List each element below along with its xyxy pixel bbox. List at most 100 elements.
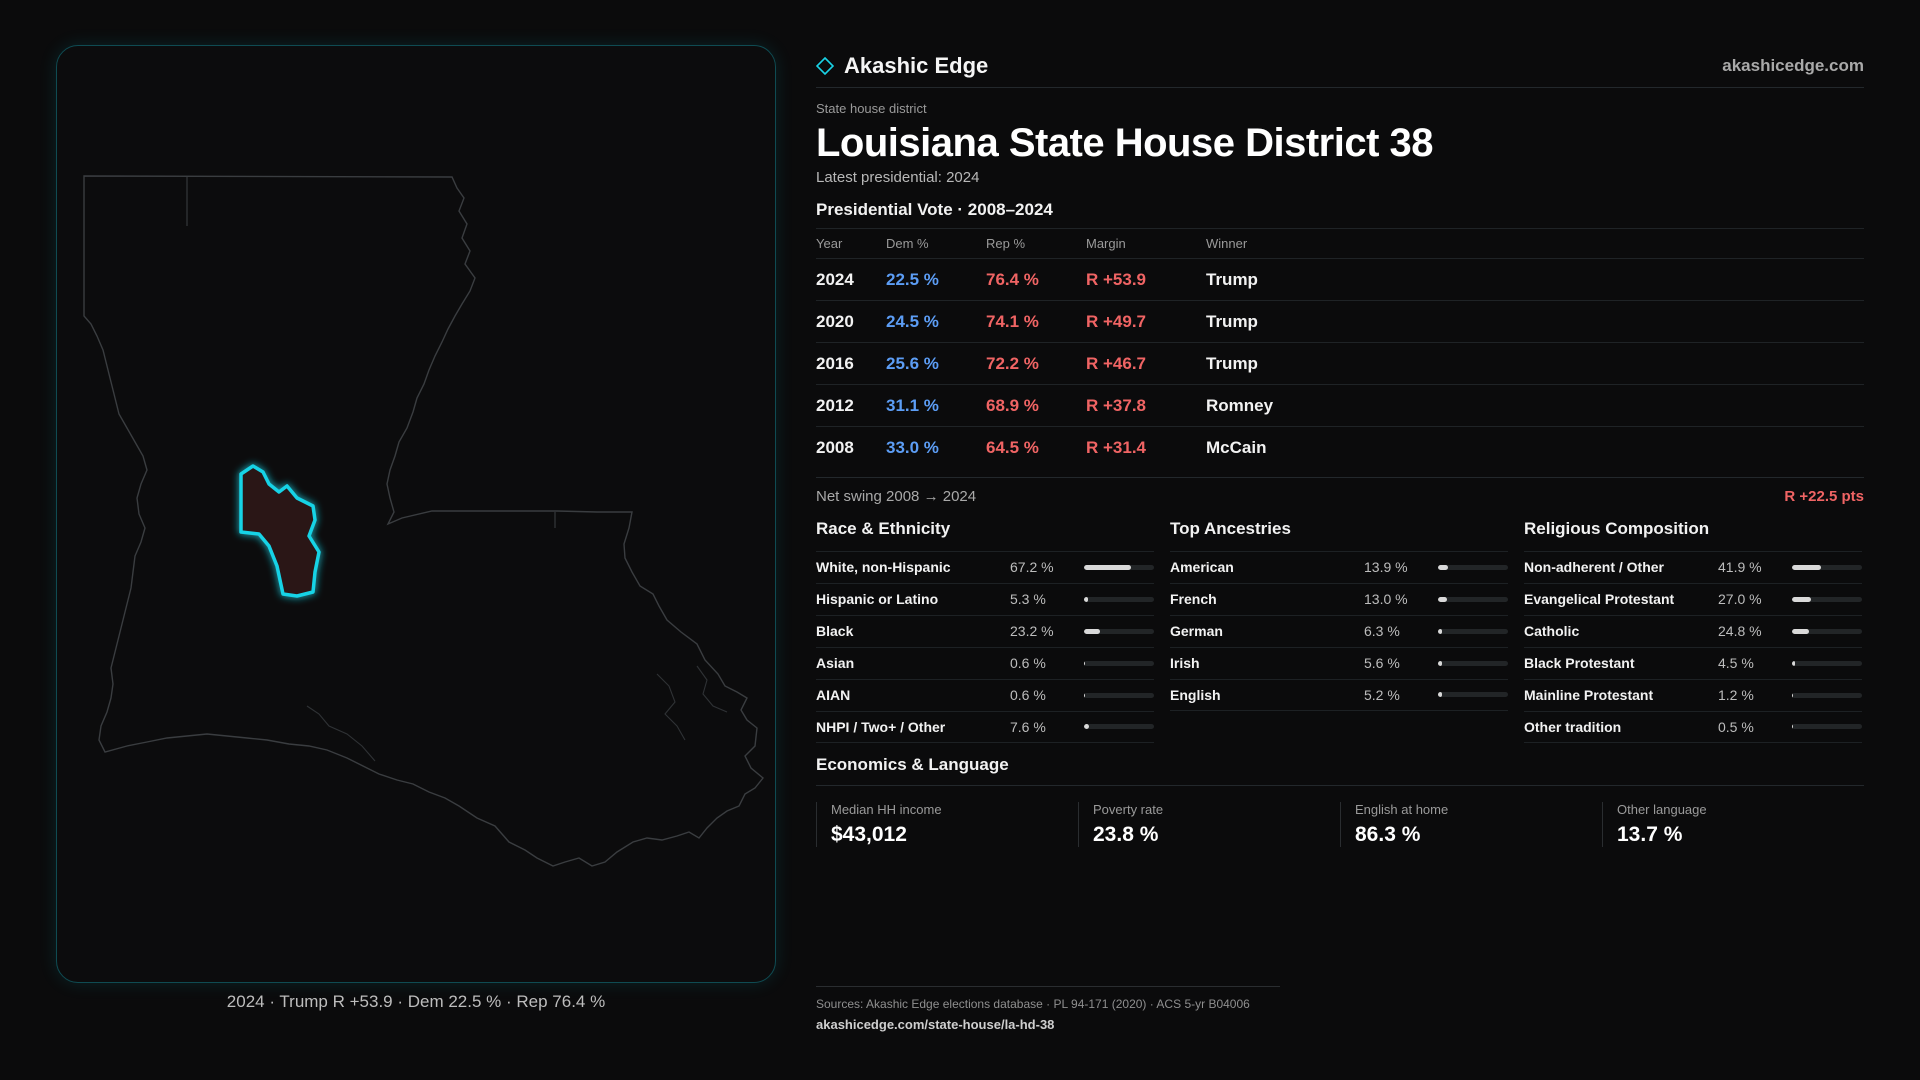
item-bar xyxy=(1438,596,1508,602)
economics-title: Economics & Language xyxy=(816,755,1864,786)
stat-card-income: Median HH income $43,012 xyxy=(816,801,1078,847)
list-item: White, non-Hispanic 67.2 % xyxy=(816,550,1154,583)
item-label: English xyxy=(1170,686,1221,703)
item-bar xyxy=(1792,692,1862,698)
diamond-logo-icon xyxy=(816,56,834,75)
cell-winner: McCain xyxy=(1206,426,1864,469)
sources-text: Sources: Akashic Edge elections database… xyxy=(816,997,1250,1011)
stat-value: 23.8 % xyxy=(1093,822,1159,846)
cell-winner: Trump xyxy=(1206,258,1864,301)
item-label: Black xyxy=(816,623,854,639)
cell-margin: R +31.4 xyxy=(1086,426,1206,469)
cell-rep: 64.5 % xyxy=(986,426,1086,469)
item-bar xyxy=(1792,564,1862,570)
list-item: Black Protestant 4.5 % xyxy=(1524,646,1862,679)
list-item: AIAN 0.6 % xyxy=(816,678,1154,711)
item-bar xyxy=(1438,660,1508,666)
item-bar-fill xyxy=(1084,564,1132,570)
item-bar-fill xyxy=(1792,692,1794,698)
list-item: Evangelical Protestant 27.0 % xyxy=(1524,582,1862,615)
item-value: 23.2 % xyxy=(1010,623,1054,639)
item-label: French xyxy=(1170,591,1217,607)
ancestries-title: Top Ancestries xyxy=(1170,518,1291,538)
column-header-winner: Winner xyxy=(1206,236,1248,251)
item-bar-fill xyxy=(1438,564,1448,570)
list-item: German 6.3 % xyxy=(1170,614,1508,647)
race-ethnicity-title: Race & Ethnicity xyxy=(816,518,951,538)
table-row: 2012 31.1 % 68.9 % R +37.8 Romney xyxy=(816,384,1864,427)
louisiana-map[interactable] xyxy=(57,46,776,983)
stat-card-poverty: Poverty rate 23.8 % xyxy=(1078,801,1340,847)
item-value: 0.5 % xyxy=(1718,718,1754,735)
item-label: Asian xyxy=(816,655,855,671)
item-bar xyxy=(1084,596,1154,602)
list-item: American 13.9 % xyxy=(1170,550,1508,583)
item-label: Irish xyxy=(1170,655,1200,671)
presidential-vote-table: Year Dem % Rep % Margin Winner 2024 22.5… xyxy=(816,228,1864,469)
item-value: 27.0 % xyxy=(1718,591,1762,607)
item-value: 6.3 % xyxy=(1364,623,1400,639)
item-bar-fill xyxy=(1084,596,1088,602)
stat-label: English at home xyxy=(1355,801,1449,817)
cell-winner: Trump xyxy=(1206,342,1864,385)
page-title: Louisiana State House District 38 xyxy=(816,121,1434,165)
net-swing-value: R +22.5 pts xyxy=(1784,487,1864,505)
item-bar-fill xyxy=(1792,596,1811,602)
item-bar xyxy=(1084,628,1154,634)
map-panel[interactable] xyxy=(56,45,776,983)
stat-value: 86.3 % xyxy=(1355,822,1421,846)
interior-boundary xyxy=(696,665,728,713)
item-label: White, non-Hispanic xyxy=(816,559,951,575)
stat-value: $43,012 xyxy=(831,822,907,846)
item-value: 13.0 % xyxy=(1364,591,1408,607)
item-value: 5.2 % xyxy=(1364,686,1400,703)
cell-year: 2024 xyxy=(816,258,886,301)
item-bar xyxy=(1792,660,1862,666)
item-bar xyxy=(1792,596,1862,602)
district-shape[interactable] xyxy=(239,464,321,598)
item-bar xyxy=(1084,660,1154,666)
interior-boundary xyxy=(306,705,376,762)
sources-footer: Sources: Akashic Edge elections database… xyxy=(816,986,1280,1032)
cell-dem: 31.1 % xyxy=(886,384,986,427)
column-header-year: Year xyxy=(816,236,843,251)
item-value: 1.2 % xyxy=(1718,687,1754,703)
brand[interactable]: Akashic Edge xyxy=(816,53,988,79)
sources-url-link[interactable]: akashicedge.com/state-house/la-hd-38 xyxy=(816,1017,1055,1032)
item-bar xyxy=(1084,692,1154,698)
list-item: English 5.2 % xyxy=(1170,678,1508,711)
stat-card-english: English at home 86.3 % xyxy=(1340,801,1602,847)
item-bar xyxy=(1438,628,1508,634)
ancestries-section: Top Ancestries American 13.9 % French 13… xyxy=(1170,519,1508,743)
interior-boundary xyxy=(656,673,686,741)
cell-rep: 72.2 % xyxy=(986,342,1086,385)
item-value: 7.6 % xyxy=(1010,718,1046,735)
brand-header: Akashic Edge akashicedge.com xyxy=(816,44,1864,88)
item-bar xyxy=(1792,628,1862,634)
item-label: Non-adherent / Other xyxy=(1524,559,1665,575)
stat-label: Other language xyxy=(1617,801,1707,817)
table-header-row: Year Dem % Rep % Margin Winner xyxy=(816,229,1864,259)
item-label: AIAN xyxy=(816,687,851,703)
item-bar xyxy=(1084,724,1154,729)
list-item: Hispanic or Latino 5.3 % xyxy=(816,582,1154,615)
item-bar-fill xyxy=(1084,724,1090,729)
cell-dem: 24.5 % xyxy=(886,300,986,343)
item-value: 4.5 % xyxy=(1718,655,1754,671)
economics-grid: Median HH income $43,012 Poverty rate 23… xyxy=(816,801,1864,847)
cell-year: 2020 xyxy=(816,300,886,343)
cell-rep: 74.1 % xyxy=(986,300,1086,343)
brand-url-link[interactable]: akashicedge.com xyxy=(1722,55,1864,75)
cell-margin: R +53.9 xyxy=(1086,258,1206,301)
race-ethnicity-section: Race & Ethnicity White, non-Hispanic 67.… xyxy=(816,519,1154,743)
item-label: Other tradition xyxy=(1524,718,1622,735)
cell-dem: 33.0 % xyxy=(886,426,986,469)
list-item: Irish 5.6 % xyxy=(1170,646,1508,679)
list-item: Other tradition 0.5 % xyxy=(1524,710,1862,743)
cell-year: 2016 xyxy=(816,342,886,385)
cell-winner: Trump xyxy=(1206,300,1864,343)
item-label: NHPI / Two+ / Other xyxy=(816,718,946,735)
item-bar-fill xyxy=(1438,692,1442,697)
cell-rep: 76.4 % xyxy=(986,258,1086,301)
stat-label: Poverty rate xyxy=(1093,801,1164,817)
